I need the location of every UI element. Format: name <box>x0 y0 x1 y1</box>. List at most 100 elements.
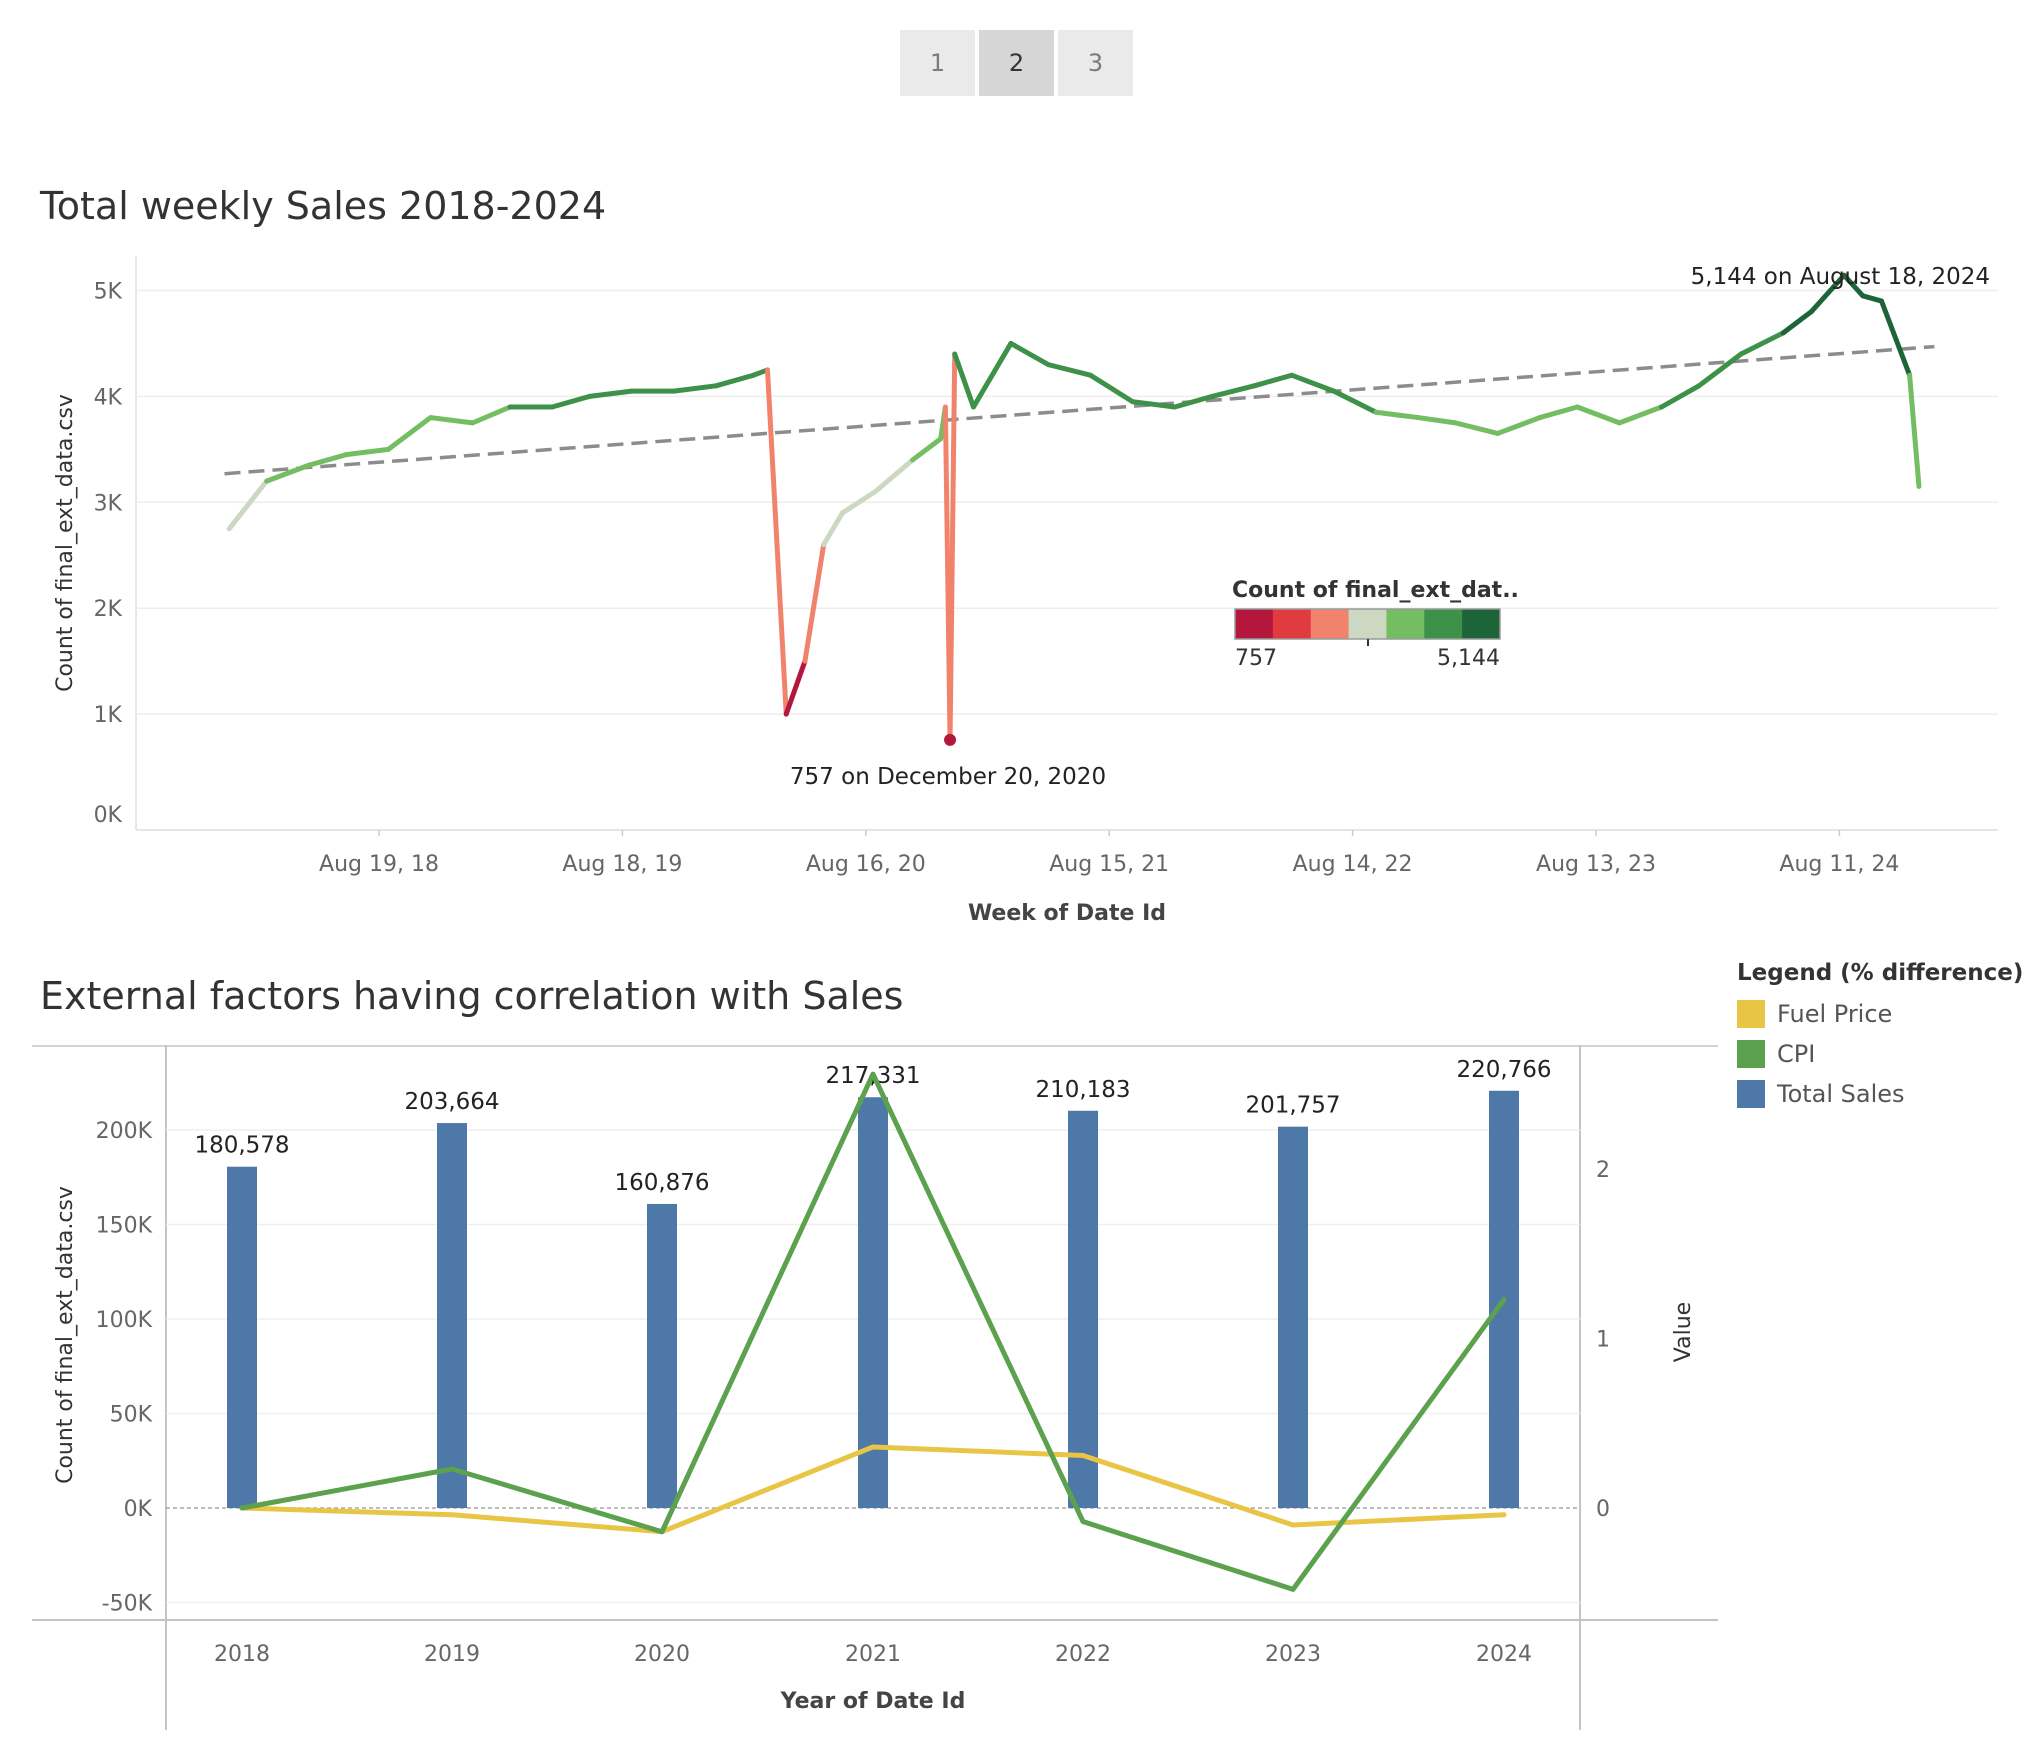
x-tick-label: 2018 <box>214 1642 270 1667</box>
pager: 1 2 3 <box>900 30 1133 96</box>
sales-line-segment <box>1574 404 1622 426</box>
sales-line-segment <box>910 436 944 463</box>
color-legend-swatch <box>1272 609 1312 639</box>
sales-line-segment <box>1008 340 1051 368</box>
y-tick-label: 2K <box>94 597 123 622</box>
sales-line-segment <box>821 510 845 548</box>
sales-line-segment <box>713 372 756 389</box>
total-sales-bar <box>1068 1110 1098 1508</box>
y2-tick-label: 0 <box>1596 1497 1610 1522</box>
x-axis-title: Year of Date Id <box>780 1689 966 1714</box>
x-axis-title: Week of Date Id <box>968 901 1166 926</box>
sales-line-segment <box>1495 415 1543 436</box>
sales-line-segment <box>783 658 808 717</box>
sales-line-segment <box>1415 415 1459 426</box>
legend-label-cpi: CPI <box>1777 1040 1816 1068</box>
legend-label-fuel-price: Fuel Price <box>1777 1000 1893 1028</box>
x-tick-label: 2024 <box>1476 1642 1532 1667</box>
color-legend-swatch <box>1386 609 1425 639</box>
sales-line-segment <box>1289 372 1337 394</box>
y-tick-label: 150K <box>96 1214 153 1239</box>
y2-tick-label: 1 <box>1596 1328 1610 1353</box>
total-sales-bar <box>227 1166 257 1508</box>
y2-axis-title: Value <box>1671 1302 1696 1362</box>
sales-line-segment <box>671 383 719 394</box>
sales-line-segment <box>1045 362 1093 378</box>
sales-line-segment <box>1331 388 1379 415</box>
total-sales-bar <box>858 1097 888 1508</box>
page-1-button[interactable]: 1 <box>900 30 975 96</box>
x-tick-label: Aug 16, 20 <box>806 852 926 877</box>
min-annotation: 757 on December 20, 2020 <box>790 764 1106 790</box>
x-tick-label: 2022 <box>1055 1642 1111 1667</box>
total-sales-bar <box>437 1123 467 1508</box>
x-tick-label: Aug 15, 21 <box>1049 852 1169 877</box>
x-tick-label: 2019 <box>424 1642 480 1667</box>
cpi-line <box>239 1071 1507 1592</box>
page-3-button[interactable]: 3 <box>1058 30 1133 96</box>
sales-line-segment <box>1808 272 1847 315</box>
color-legend-title: Count of final_ext_dat.. <box>1232 578 1519 603</box>
x-tick-label: Aug 13, 23 <box>1536 852 1656 877</box>
bar-data-label: 180,578 <box>194 1133 289 1159</box>
color-legend-swatch <box>1235 609 1274 639</box>
sales-line-segment <box>306 452 349 468</box>
sales-line-segment <box>587 388 635 399</box>
color-legend-min-label: 757 <box>1235 646 1277 671</box>
chart1-title: Total weekly Sales 2018-2024 <box>40 184 607 228</box>
y-tick-label: 1K <box>94 703 123 728</box>
y-tick-label: 0K <box>94 803 123 828</box>
sales-line-segment <box>839 489 878 516</box>
color-legend-swatch <box>1310 609 1350 639</box>
sales-line-segment <box>1860 293 1885 304</box>
total-sales-bar <box>1278 1126 1308 1508</box>
y2-tick-label: 2 <box>1596 1158 1610 1183</box>
sales-line-segment <box>872 457 916 495</box>
x-tick-label: Aug 14, 22 <box>1293 852 1413 877</box>
sales-line-segment <box>226 478 270 532</box>
bar-data-label: 160,876 <box>614 1170 709 1196</box>
legend-swatch-total-sales <box>1737 1080 1765 1108</box>
sales-line-segment <box>1659 383 1702 410</box>
sales-line-segment <box>1907 372 1922 489</box>
y-tick-label: 100K <box>96 1308 153 1333</box>
sales-line-segment <box>549 393 593 410</box>
sales-line-segment <box>264 462 312 484</box>
sales-line-segment <box>1209 383 1257 399</box>
sales-line-segment <box>1453 420 1501 436</box>
legend-item-fuel-price[interactable]: Fuel Price <box>1737 994 2022 1034</box>
bar-data-label: 220,766 <box>1456 1057 1551 1083</box>
x-tick-label: 2020 <box>634 1642 690 1667</box>
min-point-marker <box>944 733 957 746</box>
bar-data-label: 201,757 <box>1245 1093 1340 1119</box>
sales-line-segment <box>1879 298 1913 378</box>
color-legend-swatch <box>1348 609 1387 639</box>
sales-line-segment <box>947 351 958 743</box>
x-tick-label: 2021 <box>845 1642 901 1667</box>
color-legend-max-label: 5,144 <box>1437 646 1500 671</box>
legend-swatch-fuel-price <box>1737 1000 1765 1028</box>
total-sales-bar <box>647 1203 677 1508</box>
legend-label-total-sales: Total Sales <box>1777 1080 1905 1108</box>
legend-item-cpi[interactable]: CPI <box>1737 1034 2022 1074</box>
color-legend-swatch <box>1462 609 1501 639</box>
sales-line-segment <box>1251 372 1295 389</box>
x-tick-label: 2023 <box>1265 1642 1321 1667</box>
sales-line-segment <box>427 415 476 426</box>
page-2-button[interactable]: 2 <box>979 30 1054 96</box>
sales-line-segment <box>1130 399 1178 410</box>
x-tick-label: Aug 18, 19 <box>562 852 682 877</box>
sales-line-segment <box>1087 372 1136 405</box>
sales-line-segment <box>1373 409 1421 421</box>
y-axis-title: Count of final_ext_data.csv <box>53 394 78 692</box>
sales-line-segment <box>802 542 827 664</box>
bar-data-label: 210,183 <box>1035 1077 1130 1103</box>
y-tick-label: 200K <box>96 1119 153 1144</box>
sales-line-segment <box>1172 393 1215 410</box>
sales-line-segment <box>1738 330 1786 357</box>
legend-item-total-sales[interactable]: Total Sales <box>1737 1074 2022 1114</box>
y-tick-label: 4K <box>94 385 123 410</box>
trend-line <box>224 344 1935 476</box>
y-tick-label: 5K <box>94 280 123 305</box>
weekly-sales-line-chart: 0K 1K 2K 3K 4K 5K Aug 19, 18 Aug 18, 19 Aug 16, … <box>53 256 1998 926</box>
